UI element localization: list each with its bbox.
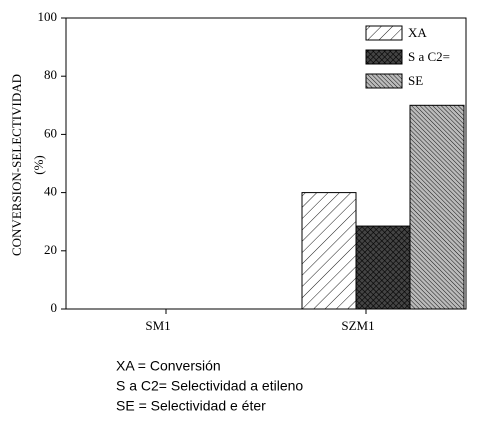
y-axis-label: (%) — [31, 155, 46, 175]
y-axis-label: CONVERSION-SELECTIVIDAD — [9, 74, 24, 256]
legend-swatch — [365, 25, 403, 41]
note: XA = Conversión — [116, 358, 221, 374]
plot-frame — [65, 17, 467, 310]
y-tick-label: 60 — [44, 125, 57, 140]
legend-swatch — [365, 73, 403, 89]
y-tick-label: 100 — [38, 9, 58, 24]
y-tick-label: 80 — [44, 67, 57, 82]
y-tick-label: 0 — [51, 300, 58, 315]
legend-label: XA — [408, 25, 427, 40]
y-tick-label: 20 — [44, 242, 57, 257]
x-tick-label: SM1 — [145, 318, 170, 333]
legend-swatch — [365, 49, 403, 65]
x-tick-label: SZM1 — [341, 318, 374, 333]
bar — [409, 104, 465, 310]
note: SE = Selectividad e éter — [116, 398, 266, 414]
legend-label: S a C2= — [408, 49, 450, 64]
legend-label: SE — [408, 73, 423, 88]
note: S a C2= Selectividad a etileno — [116, 378, 303, 394]
bar — [355, 225, 411, 310]
y-tick-label: 40 — [44, 184, 57, 199]
bar — [301, 192, 357, 310]
